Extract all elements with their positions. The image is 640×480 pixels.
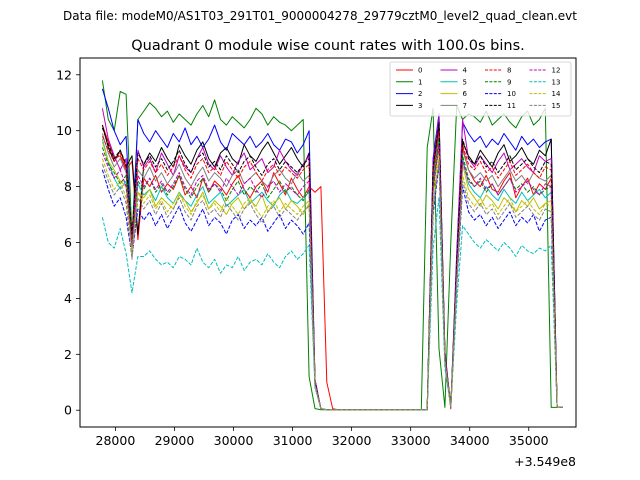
series-line-11 — [101, 121, 563, 411]
series-layer — [101, 80, 563, 411]
series-line-12 — [101, 144, 563, 411]
legend-label-6: 6 — [463, 90, 468, 98]
legend-label-14: 14 — [552, 90, 561, 98]
x-offset-label: +3.549e8 — [514, 454, 576, 469]
legend-label-3: 3 — [418, 102, 422, 110]
y-tick-label: 2 — [64, 347, 72, 362]
x-tick-label: 30000 — [214, 433, 254, 448]
legend-label-0: 0 — [418, 67, 422, 75]
chart-suptitle: Data file: modeM0/AS1T03_291T01_90000042… — [63, 9, 577, 23]
tick-layer: 28000 29000 30000 31000 32000 33000 34000 35000… — [56, 67, 549, 448]
y-tick-label: 6 — [64, 235, 72, 250]
series-line-15 — [101, 160, 563, 411]
x-tick-label: 28000 — [96, 433, 136, 448]
legend-label-15: 15 — [552, 102, 561, 110]
x-tick-label: 31000 — [273, 433, 313, 448]
legend-label-4: 4 — [463, 67, 468, 75]
y-tick-label: 10 — [56, 123, 72, 138]
series-line-13 — [101, 197, 563, 411]
legend-label-1: 1 — [418, 78, 422, 86]
legend-label-5: 5 — [463, 78, 467, 86]
y-tick-label: 0 — [64, 403, 72, 418]
legend-label-13: 13 — [552, 78, 561, 86]
x-tick-label: 34000 — [450, 433, 490, 448]
legend-label-12: 12 — [552, 67, 561, 75]
legend-label-7: 7 — [463, 102, 467, 110]
y-tick-label: 8 — [64, 179, 72, 194]
legend-label-8: 8 — [507, 67, 511, 75]
legend-label-10: 10 — [507, 90, 516, 98]
legend-label-11: 11 — [507, 102, 516, 110]
x-tick-label: 35000 — [509, 433, 549, 448]
legend-box — [389, 61, 572, 117]
x-tick-label: 29000 — [155, 433, 195, 448]
y-tick-label: 4 — [64, 291, 72, 306]
legend-label-2: 2 — [418, 90, 422, 98]
x-tick-label: 32000 — [332, 433, 372, 448]
y-tick-label: 12 — [56, 67, 72, 82]
x-tick-label: 33000 — [391, 433, 431, 448]
chart-title: Quadrant 0 module wise count rates with … — [131, 38, 525, 54]
legend-label-9: 9 — [507, 78, 511, 86]
